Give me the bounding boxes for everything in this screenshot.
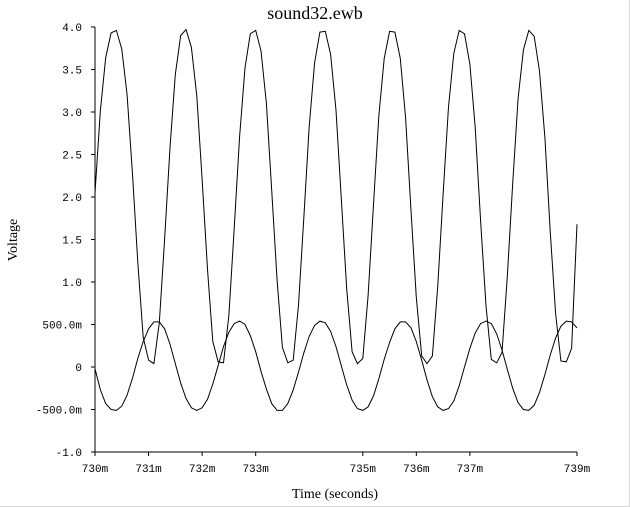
x-tick-label: 737m bbox=[457, 464, 484, 476]
series-line-2 bbox=[94, 320, 578, 411]
x-tick-label: 731m bbox=[135, 464, 162, 476]
y-tick-label: 4.0 bbox=[62, 23, 82, 35]
x-tick-label: 730m bbox=[82, 464, 109, 476]
chart-title: sound32.ewb bbox=[267, 3, 363, 23]
y-tick-label: 500.0m bbox=[42, 321, 82, 333]
x-tick-label: 739m bbox=[564, 464, 591, 476]
y-tick-label: -1.0 bbox=[56, 448, 82, 460]
y-tick-label: 2.5 bbox=[62, 151, 82, 163]
ticks: 4.03.53.02.52.01.51.0500.0m0-500.0m-1.07… bbox=[36, 23, 591, 476]
x-tick-label: 735m bbox=[350, 464, 377, 476]
x-tick-label: 733m bbox=[242, 464, 269, 476]
traces bbox=[94, 28, 578, 411]
y-tick-label: -500.0m bbox=[36, 406, 83, 418]
x-tick-label: 736m bbox=[403, 464, 430, 476]
y-tick-label: 3.0 bbox=[62, 108, 82, 120]
series-line-1 bbox=[94, 28, 578, 365]
x-tick-label: 732m bbox=[189, 464, 216, 476]
axes bbox=[94, 27, 577, 453]
y-axis-label: Voltage bbox=[6, 219, 21, 262]
x-axis-label: Time (seconds) bbox=[292, 487, 379, 502]
y-tick-label: 1.0 bbox=[62, 278, 82, 290]
y-tick-label: 2.0 bbox=[62, 193, 82, 205]
y-tick-label: 3.5 bbox=[62, 66, 82, 78]
y-tick-label: 1.5 bbox=[62, 236, 82, 248]
y-tick-label: 0 bbox=[75, 363, 82, 375]
